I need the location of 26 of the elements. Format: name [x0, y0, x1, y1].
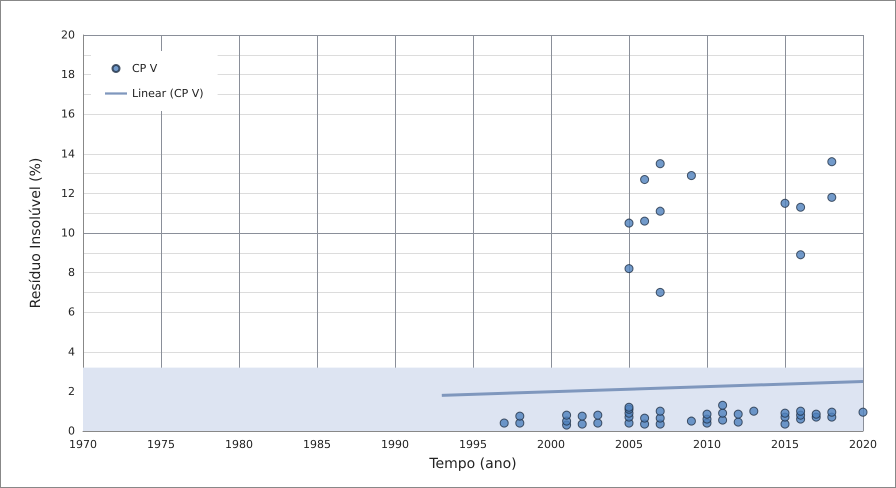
y-tick-label: 10	[61, 226, 75, 240]
y-tick-label: 16	[61, 108, 75, 121]
x-tick-label: 1980	[225, 438, 253, 451]
x-tick-label: 1970	[69, 438, 97, 451]
y-tick-label: 4	[68, 345, 75, 358]
x-tick-label: 1990	[381, 438, 409, 451]
y-tick-label: 0	[68, 424, 75, 438]
y-axis-title: Resíduo Insolúvel (%)	[28, 158, 44, 308]
y-tick-label: 2	[68, 384, 75, 398]
x-tick-label: 2010	[693, 438, 721, 451]
y-tick-label: 8	[68, 266, 75, 280]
y-tick-label: 12	[61, 186, 75, 200]
x-tick-label: 1995	[459, 438, 487, 451]
x-tick-label: 2015	[771, 438, 799, 451]
x-axis-title: Tempo (ano)	[428, 456, 517, 472]
y-tick-label: 20	[61, 28, 75, 42]
x-tick-label: 2005	[615, 438, 643, 451]
y-tick-label: 14	[61, 147, 75, 160]
y-tick-label: 6	[68, 306, 75, 319]
x-tick-label: 2020	[849, 438, 877, 451]
x-tick-label: 1975	[147, 438, 175, 451]
y-tick-label: 18	[61, 68, 75, 82]
legend-label: Linear (CP V)	[132, 87, 204, 100]
legend-label: CP V	[132, 62, 158, 75]
x-tick-label: 2000	[537, 438, 565, 451]
x-tick-label: 1985	[303, 438, 331, 451]
